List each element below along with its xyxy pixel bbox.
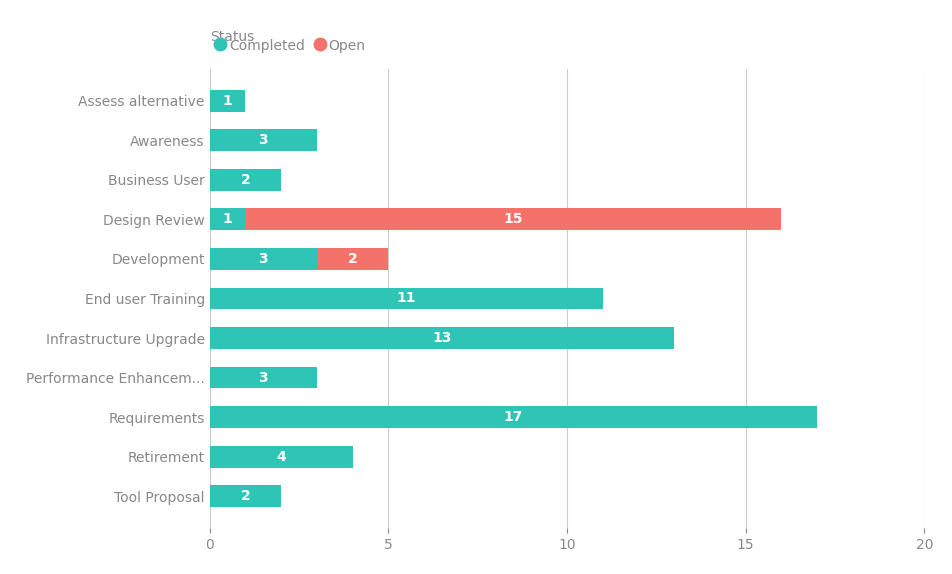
Text: 15: 15	[504, 212, 523, 226]
Bar	[209, 406, 816, 428]
Text: 3: 3	[258, 371, 268, 385]
Bar	[209, 129, 316, 151]
Text: 11: 11	[396, 292, 415, 305]
Bar	[209, 248, 316, 270]
Bar	[209, 208, 246, 230]
Text: 2: 2	[240, 173, 250, 187]
Bar	[246, 208, 781, 230]
Text: 4: 4	[276, 450, 286, 464]
Bar	[209, 288, 602, 309]
Bar	[209, 169, 281, 191]
Text: 13: 13	[432, 331, 451, 345]
Bar	[316, 248, 388, 270]
Bar	[209, 367, 316, 389]
Text: 2: 2	[240, 489, 250, 503]
Bar	[209, 486, 281, 507]
Bar	[209, 90, 246, 111]
Bar	[209, 446, 352, 468]
Text: 1: 1	[223, 212, 232, 226]
Bar	[209, 327, 674, 349]
Text: 3: 3	[258, 133, 268, 147]
Text: 17: 17	[504, 410, 523, 424]
Text: Status: Status	[209, 30, 253, 44]
Legend: Completed, Open: Completed, Open	[216, 39, 366, 53]
Text: 2: 2	[347, 252, 357, 266]
Text: 3: 3	[258, 252, 268, 266]
Text: 1: 1	[223, 94, 232, 108]
